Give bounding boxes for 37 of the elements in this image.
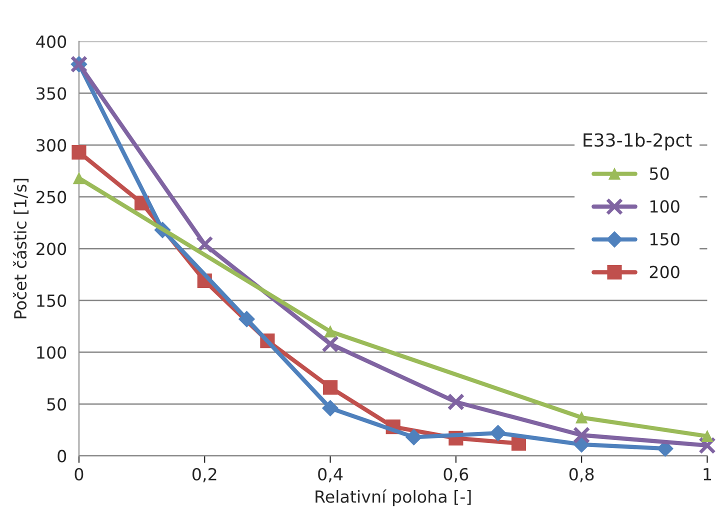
y-tick-label: 100 — [37, 346, 66, 359]
point — [238, 310, 255, 328]
point — [322, 335, 339, 353]
x-tick-label: 0 — [74, 468, 84, 481]
x-tick-label: 0,4 — [318, 468, 343, 482]
y-tick-label: 350 — [36, 87, 66, 100]
y-tick-label: 300 — [36, 139, 66, 152]
point — [572, 426, 590, 444]
y-tick-label: 400 — [36, 35, 66, 48]
point — [701, 430, 714, 442]
point — [406, 428, 422, 446]
y-tick-label: 50 — [47, 398, 66, 411]
y-tick-label: 250 — [36, 190, 66, 204]
point — [322, 380, 338, 395]
legend-label: 200 — [650, 266, 680, 278]
x-tick-label: 0,6 — [444, 468, 468, 482]
point — [447, 393, 465, 411]
legend-label: 150 — [650, 232, 680, 246]
legend-label: 100 — [650, 200, 680, 213]
legend-label: 50 — [650, 167, 669, 180]
point — [73, 172, 85, 184]
x-axis-title: Relativní poloha [-] — [316, 489, 471, 506]
y-tick-label: 0 — [58, 450, 66, 462]
point — [576, 412, 588, 424]
point — [322, 400, 338, 416]
point — [196, 236, 214, 254]
point — [72, 144, 86, 160]
x-tick-label: 0,2 — [192, 468, 216, 482]
y-tick-label: 150 — [37, 294, 66, 308]
y-tick-label: 200 — [36, 242, 66, 256]
point — [324, 326, 336, 338]
x-tick-label: 1 — [704, 468, 711, 480]
x-tick-label: 0,8 — [569, 468, 594, 482]
point — [698, 436, 716, 454]
point — [490, 424, 506, 442]
y-axis-title: Počet částic [1/s] — [13, 178, 29, 318]
legend-title: E33-1b-2pct — [584, 132, 692, 150]
